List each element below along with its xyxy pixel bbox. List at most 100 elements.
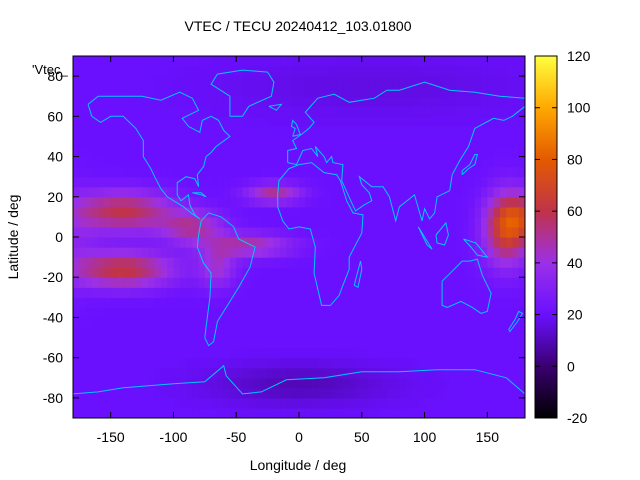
- heatmap-cell: [374, 96, 382, 107]
- heatmap-cell: [437, 267, 444, 278]
- heatmap-cell: [412, 407, 419, 418]
- heatmap-cell: [85, 367, 93, 379]
- heatmap-cell: [324, 387, 331, 399]
- heatmap-cell: [349, 387, 357, 399]
- heatmap-cell: [229, 116, 237, 127]
- heatmap-cell: [261, 387, 269, 399]
- heatmap-cell: [349, 146, 357, 158]
- heatmap-cell: [154, 247, 162, 258]
- heatmap-cell: [493, 116, 501, 127]
- heatmap-cell: [455, 166, 463, 178]
- heatmap-cell: [305, 66, 313, 77]
- heatmap-cell: [91, 407, 99, 418]
- heatmap-cell: [204, 247, 212, 258]
- heatmap-cell: [236, 216, 244, 228]
- heatmap-cell: [405, 196, 413, 208]
- heatmap-cell: [142, 287, 149, 298]
- heatmap-cell: [342, 136, 350, 148]
- heatmap-cell: [217, 66, 225, 77]
- heatmap-cell: [211, 96, 218, 107]
- heatmap-cell: [204, 297, 212, 308]
- heatmap-cell: [242, 66, 250, 77]
- y-tick-label: 60: [47, 108, 63, 124]
- heatmap-cell: [299, 86, 306, 97]
- heatmap-cell: [154, 367, 162, 379]
- heatmap-cell: [349, 226, 357, 238]
- heatmap-cell: [286, 387, 294, 399]
- heatmap-cell: [317, 267, 325, 278]
- heatmap-cell: [211, 226, 218, 238]
- heatmap-cell: [273, 96, 281, 107]
- heatmap-cell: [204, 216, 212, 228]
- heatmap-cell: [110, 126, 118, 138]
- heatmap-cell: [148, 136, 156, 148]
- heatmap-cell: [468, 397, 476, 409]
- heatmap-cell: [393, 56, 401, 67]
- heatmap-cell: [267, 156, 275, 168]
- heatmap-cell: [154, 86, 162, 97]
- heatmap-cell: [173, 56, 181, 67]
- heatmap-cell: [342, 347, 350, 359]
- heatmap-cell: [418, 407, 426, 418]
- heatmap-cell: [255, 307, 262, 319]
- heatmap-cell: [236, 66, 244, 77]
- heatmap-cell: [506, 146, 514, 158]
- heatmap-cell: [98, 196, 105, 208]
- heatmap-cell: [292, 317, 300, 329]
- heatmap-cell: [98, 166, 105, 178]
- heatmap-cell: [368, 377, 375, 389]
- heatmap-cell: [437, 196, 444, 208]
- heatmap-cell: [474, 196, 482, 208]
- heatmap-cell: [474, 126, 482, 138]
- heatmap-cell: [424, 377, 432, 389]
- heatmap-cell: [173, 317, 181, 329]
- heatmap-cell: [179, 186, 187, 198]
- heatmap-cell: [104, 347, 112, 359]
- heatmap-cell: [493, 216, 501, 228]
- heatmap-cell: [179, 357, 187, 369]
- heatmap-cell: [79, 407, 87, 418]
- heatmap-cell: [286, 96, 294, 107]
- heatmap-cell: [405, 146, 413, 158]
- sumatra-coast: [417, 226, 433, 250]
- heatmap-cell: [324, 226, 331, 238]
- heatmap-cell: [204, 317, 212, 329]
- heatmap-cell: [393, 387, 401, 399]
- heatmap-cell: [499, 337, 507, 349]
- heatmap-cell: [487, 357, 495, 369]
- heatmap-cell: [198, 156, 206, 168]
- heatmap-cell: [468, 277, 476, 288]
- heatmap-cell: [462, 156, 470, 168]
- heatmap-cell: [198, 66, 206, 77]
- heatmap-cell: [399, 367, 407, 379]
- heatmap-cell: [386, 347, 394, 359]
- heatmap-cell: [349, 106, 357, 117]
- heatmap-cell: [374, 196, 382, 208]
- heatmap-cell: [211, 216, 218, 228]
- heatmap-cell: [399, 156, 407, 168]
- heatmap-cell: [261, 317, 269, 329]
- heatmap-cell: [110, 146, 118, 158]
- heatmap-cell: [386, 126, 394, 138]
- heatmap-cell: [167, 216, 175, 228]
- heatmap-cell: [116, 216, 124, 228]
- heatmap-cell: [424, 76, 432, 87]
- heatmap-cell: [380, 116, 388, 127]
- heatmap-cell: [349, 377, 357, 389]
- heatmap-cell: [443, 317, 451, 329]
- heatmap-cell: [462, 196, 470, 208]
- heatmap-cell: [462, 297, 470, 308]
- heatmap-cell: [393, 237, 401, 248]
- heatmap-cell: [336, 216, 344, 228]
- heatmap-cell: [499, 377, 507, 389]
- heatmap-cell: [280, 337, 288, 349]
- heatmap-cell: [393, 377, 401, 389]
- heatmap-cell: [123, 237, 131, 248]
- heatmap-cell: [437, 106, 444, 117]
- heatmap-cell: [116, 206, 124, 218]
- colorbar: [534, 55, 558, 419]
- heatmap-cell: [380, 337, 388, 349]
- heatmap-cell: [512, 317, 520, 329]
- heatmap-cell: [223, 106, 231, 117]
- heatmap-cell: [481, 407, 488, 418]
